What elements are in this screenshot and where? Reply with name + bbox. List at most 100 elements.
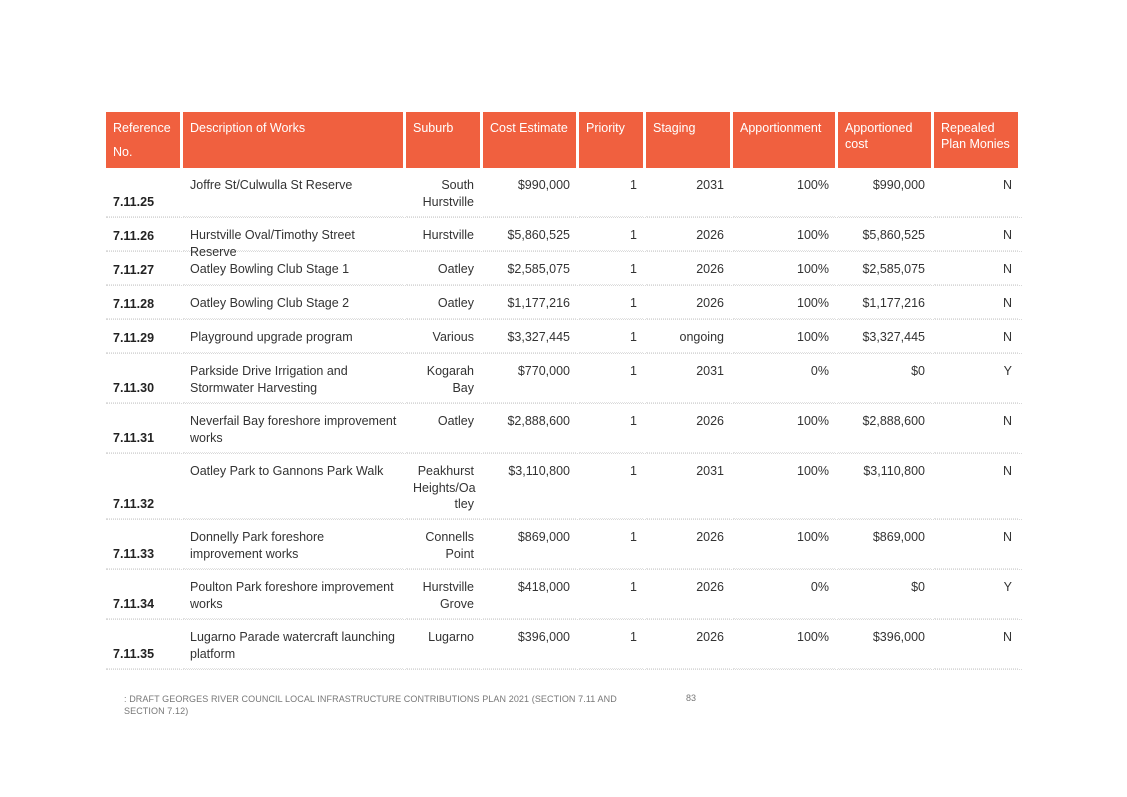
reference-cell: 7.11.28 xyxy=(106,286,180,319)
description-cell: Oatley Bowling Club Stage 2 xyxy=(183,286,403,319)
staging-cell: 2026 xyxy=(646,252,730,285)
reference-cell: 7.11.25 xyxy=(106,168,180,217)
works-table: Reference No. Description of Works Subur… xyxy=(106,112,1022,670)
repealed-cell: N xyxy=(934,404,1018,453)
reference-cell: 7.11.32 xyxy=(106,454,180,519)
staging-cell: ongoing xyxy=(646,320,730,353)
reference-cell: 7.11.33 xyxy=(106,520,180,569)
table-row: 7.11.32 Oatley Park to Gannons Park Walk P… xyxy=(106,454,1022,520)
header-apportioned-cost: Apportioned cost xyxy=(838,112,931,168)
page-number: 83 xyxy=(686,693,697,703)
staging-cell: 2026 xyxy=(646,218,730,251)
cost-estimate-cell: $1,177,216 xyxy=(483,286,576,319)
cost-estimate-cell: $5,860,525 xyxy=(483,218,576,251)
cost-estimate-cell: $990,000 xyxy=(483,168,576,217)
repealed-cell: N xyxy=(934,454,1018,519)
reference-cell: 7.11.35 xyxy=(106,620,180,669)
header-suburb: Suburb xyxy=(406,112,480,168)
table-row: 7.11.33 Donnelly Park foreshore improveme… xyxy=(106,520,1022,570)
description-cell: Lugarno Parade watercraft launching plat… xyxy=(183,620,403,669)
priority-cell: 1 xyxy=(579,620,643,669)
apportioned-cost-cell: $5,860,525 xyxy=(838,218,931,251)
cost-estimate-cell: $418,000 xyxy=(483,570,576,619)
apportionment-cell: 100% xyxy=(733,286,835,319)
suburb-cell: Peakhurst Heights/Oa tley xyxy=(406,454,480,519)
footer-text: : DRAFT GEORGES RIVER COUNCIL LOCAL INFR… xyxy=(124,694,617,716)
priority-cell: 1 xyxy=(579,570,643,619)
apportionment-cell: 0% xyxy=(733,570,835,619)
suburb-cell: Oatley xyxy=(406,252,480,285)
staging-cell: 2031 xyxy=(646,168,730,217)
suburb-cell: Hurstville xyxy=(406,218,480,251)
apportionment-cell: 100% xyxy=(733,320,835,353)
repealed-cell: N xyxy=(934,620,1018,669)
table-row: 7.11.26 Hurstville Oval/Timothy Street Re… xyxy=(106,218,1022,259)
reference-cell: 7.11.30 xyxy=(106,354,180,403)
suburb-cell: Various xyxy=(406,320,480,353)
priority-cell: 1 xyxy=(579,354,643,403)
suburb-cell: Kogarah Bay xyxy=(406,354,480,403)
staging-cell: 2031 xyxy=(646,454,730,519)
description-cell: Oatley Park to Gannons Park Walk xyxy=(183,454,403,519)
cost-estimate-cell: $3,327,445 xyxy=(483,320,576,353)
cost-estimate-cell: $2,888,600 xyxy=(483,404,576,453)
apportioned-cost-cell: $2,585,075 xyxy=(838,252,931,285)
apportionment-cell: 0% xyxy=(733,354,835,403)
cost-estimate-cell: $396,000 xyxy=(483,620,576,669)
apportioned-cost-cell: $990,000 xyxy=(838,168,931,217)
suburb-cell: Oatley xyxy=(406,286,480,319)
priority-cell: 1 xyxy=(579,252,643,285)
staging-cell: 2026 xyxy=(646,404,730,453)
description-cell: Joffre St/Culwulla St Reserve xyxy=(183,168,403,217)
priority-cell: 1 xyxy=(579,320,643,353)
priority-cell: 1 xyxy=(579,454,643,519)
apportioned-cost-cell: $2,888,600 xyxy=(838,404,931,453)
suburb-cell: Oatley xyxy=(406,404,480,453)
cost-estimate-cell: $869,000 xyxy=(483,520,576,569)
table-row: 7.11.31 Neverfail Bay foreshore improveme… xyxy=(106,404,1022,454)
table-body: 7.11.25 Joffre St/Culwulla St Reserve Sout… xyxy=(106,168,1022,670)
staging-cell: 2026 xyxy=(646,620,730,669)
header-apportionment: Apportionment xyxy=(733,112,835,168)
table-row: 7.11.34 Poulton Park foreshore improvemen… xyxy=(106,570,1022,620)
header-repealed-plan-monies: Repealed Plan Monies xyxy=(934,112,1018,168)
repealed-cell: N xyxy=(934,252,1018,285)
priority-cell: 1 xyxy=(579,218,643,251)
header-description: Description of Works xyxy=(183,112,403,168)
table-row: 7.11.25 Joffre St/Culwulla St Reserve Sout… xyxy=(106,168,1022,218)
table-row: 7.11.30 Parkside Drive Irrigation and Sto… xyxy=(106,354,1022,404)
repealed-cell: Y xyxy=(934,570,1018,619)
table-header: Reference No. Description of Works Subur… xyxy=(106,112,1022,168)
repealed-cell: N xyxy=(934,520,1018,569)
staging-cell: 2026 xyxy=(646,570,730,619)
cost-estimate-cell: $770,000 xyxy=(483,354,576,403)
suburb-cell: South Hurstville xyxy=(406,168,480,217)
table-row: 7.11.27 Oatley Bowling Club Stage 1 Oatley… xyxy=(106,252,1022,286)
header-reference-no: Reference No. xyxy=(106,112,180,168)
table-row: 7.11.28 Oatley Bowling Club Stage 2 Oatley… xyxy=(106,286,1022,320)
cost-estimate-cell: $3,110,800 xyxy=(483,454,576,519)
description-cell: Parkside Drive Irrigation and Stormwater… xyxy=(183,354,403,403)
table-row: 7.11.35 Lugarno Parade watercraft launchi… xyxy=(106,620,1022,670)
apportioned-cost-cell: $396,000 xyxy=(838,620,931,669)
repealed-cell: N xyxy=(934,168,1018,217)
description-cell: Donnelly Park foreshore improvement work… xyxy=(183,520,403,569)
apportionment-cell: 100% xyxy=(733,252,835,285)
reference-cell: 7.11.27 xyxy=(106,252,180,285)
apportioned-cost-cell: $0 xyxy=(838,570,931,619)
table-row: 7.11.29 Playground upgrade program Various… xyxy=(106,320,1022,354)
staging-cell: 2031 xyxy=(646,354,730,403)
suburb-cell: Hurstville Grove xyxy=(406,570,480,619)
repealed-cell: Y xyxy=(934,354,1018,403)
staging-cell: 2026 xyxy=(646,286,730,319)
repealed-cell: N xyxy=(934,320,1018,353)
reference-cell: 7.11.31 xyxy=(106,404,180,453)
suburb-cell: Lugarno xyxy=(406,620,480,669)
reference-cell: 7.11.26 xyxy=(106,218,180,251)
suburb-cell: Connells Point xyxy=(406,520,480,569)
description-cell: Playground upgrade program xyxy=(183,320,403,353)
description-cell: Poulton Park foreshore improvement works xyxy=(183,570,403,619)
description-cell: Oatley Bowling Club Stage 1 xyxy=(183,252,403,285)
apportionment-cell: 100% xyxy=(733,168,835,217)
priority-cell: 1 xyxy=(579,168,643,217)
